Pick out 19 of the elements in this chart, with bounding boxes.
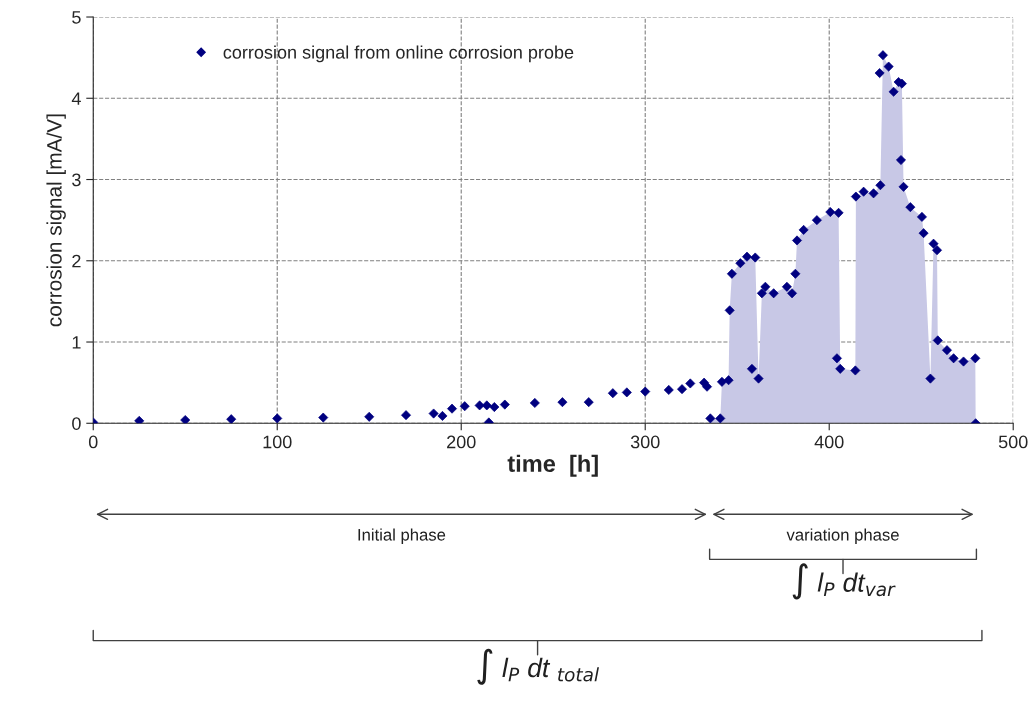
y-tick-label: 5: [72, 11, 81, 24]
text: variation phase: [786, 528, 899, 544]
text: ∫ l$_{P}$ dt $_{total}$: [477, 648, 599, 685]
x-tick-label: 100: [263, 435, 292, 449]
text: ∫ l$_{P}$ dt$_{var}$: [792, 563, 896, 600]
y-tick-label: 2: [72, 254, 81, 268]
x-tick-label: 200: [447, 435, 476, 449]
x-tick-label: 0: [88, 435, 98, 449]
x-tick-label: 300: [630, 435, 660, 449]
x-tick-label: 400: [814, 435, 844, 449]
y-tick-label: 4: [71, 92, 81, 105]
y-tick-label: 0: [72, 417, 81, 430]
text: Initial phase: [358, 528, 446, 544]
legend-label: corrosion signal from online corrosion probe: [223, 45, 574, 63]
x-tick-label: 500: [998, 435, 1028, 449]
y-tick-label: 1: [72, 336, 81, 349]
x-axis-title: time [h]: [507, 454, 598, 477]
y-tick-label: 3: [72, 173, 81, 187]
y-axis-title: corrosion signal [mA/V]: [46, 114, 66, 327]
